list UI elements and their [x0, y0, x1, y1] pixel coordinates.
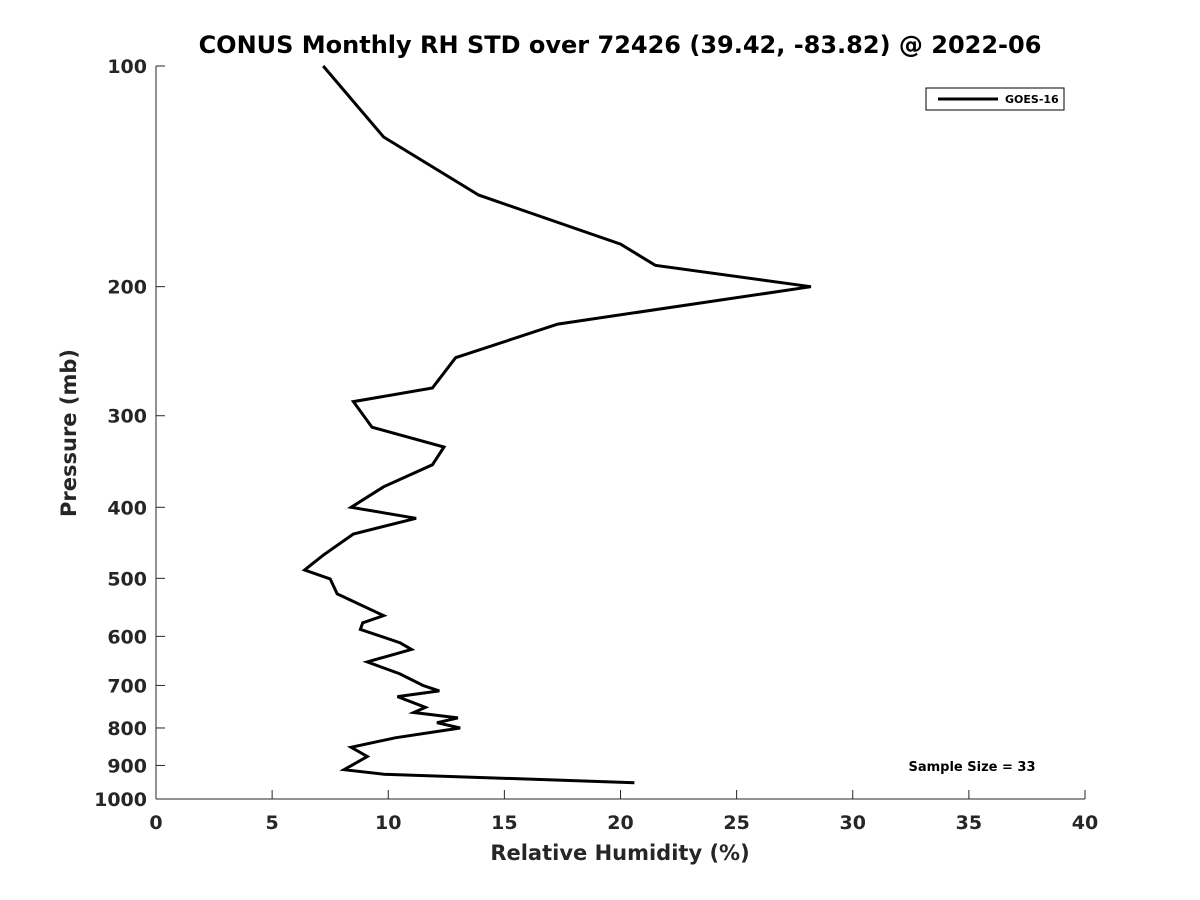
sample-size-annotation: Sample Size = 33 [908, 760, 1035, 775]
x-tick-label: 15 [491, 812, 517, 834]
y-axis-ticks: 100 200 300 400 500 600 700 800 900 1000 [94, 56, 165, 811]
chart-title: CONUS Monthly RH STD over 72426 (39.42, … [199, 31, 1042, 59]
y-tick-label: 800 [107, 718, 147, 740]
y-tick-label: 300 [107, 406, 147, 428]
x-axis-ticks: 0 5 10 15 20 25 30 35 40 [149, 790, 1098, 834]
legend-entry-goes-16: GOES-16 [1005, 93, 1059, 106]
x-tick-label: 35 [956, 812, 982, 834]
x-tick-label: 40 [1072, 812, 1098, 834]
y-tick-label: 1000 [94, 789, 147, 811]
y-tick-label: 400 [107, 497, 147, 519]
x-axis-label: Relative Humidity (%) [490, 841, 749, 865]
x-tick-label: 20 [607, 812, 633, 834]
x-tick-label: 5 [266, 812, 279, 834]
x-tick-label: 25 [723, 812, 749, 834]
x-tick-label: 10 [375, 812, 401, 834]
y-tick-label: 700 [107, 675, 147, 697]
legend: GOES-16 [925, 87, 1065, 111]
y-tick-label: 200 [107, 277, 147, 299]
y-tick-label: 600 [107, 626, 147, 648]
x-tick-label: 30 [840, 812, 866, 834]
x-tick-label: 0 [149, 812, 162, 834]
series-group [301, 65, 812, 785]
y-tick-label: 500 [107, 568, 147, 590]
y-tick-label: 900 [107, 755, 147, 777]
series-line-goes-16 [301, 65, 812, 785]
y-axis-label: Pressure (mb) [57, 349, 81, 517]
y-tick-label: 100 [107, 56, 147, 78]
